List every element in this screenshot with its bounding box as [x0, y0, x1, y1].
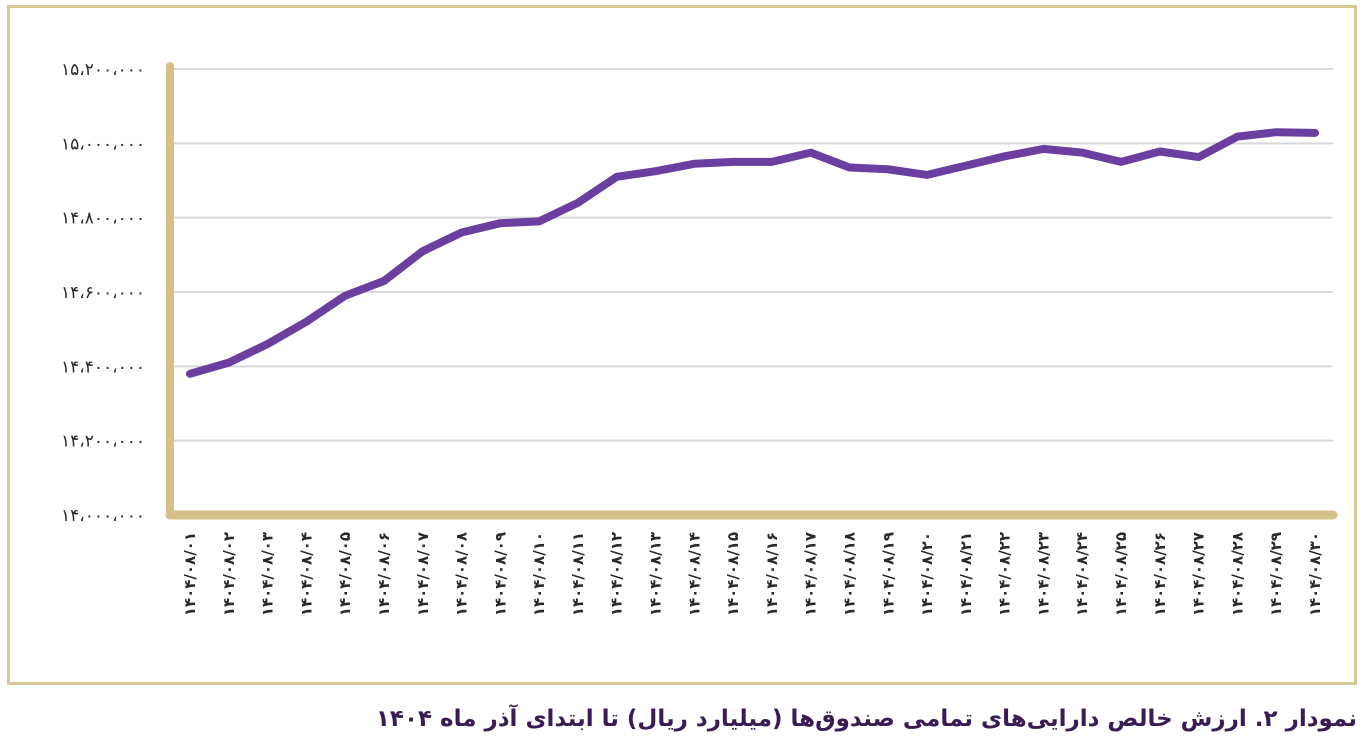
x-tick-label: ۱۴۰۴/۰۸/۱۸ [840, 532, 858, 616]
y-tick-label: ۱۵،۲۰۰،۰۰۰ [61, 60, 145, 80]
data-point [1039, 145, 1047, 153]
y-tick-label: ۱۴،۴۰۰،۰۰۰ [61, 357, 145, 377]
x-tick-label: ۱۴۰۴/۰۸/۰۸ [453, 532, 471, 616]
data-point [923, 171, 931, 179]
x-tick-label: ۱۴۰۴/۰۸/۲۵ [1112, 532, 1130, 616]
data-point [419, 247, 427, 255]
data-point [768, 158, 776, 166]
data-point [1272, 128, 1280, 136]
x-tick-label: ۱۴۰۴/۰۸/۳۰ [1306, 532, 1324, 616]
data-point [225, 359, 233, 367]
axes [165, 62, 1338, 520]
data-point [690, 160, 698, 168]
data-point [458, 229, 466, 237]
data-point [1156, 148, 1164, 156]
x-tick-label: ۱۴۰۴/۰۸/۰۶ [375, 532, 393, 616]
x-tick-label: ۱۴۰۴/۰۸/۰۳ [259, 532, 277, 616]
x-tick-label: ۱۴۰۴/۰۸/۱۲ [608, 532, 626, 616]
chart-frame [7, 5, 1357, 685]
y-tick-label: ۱۴،۶۰۰،۰۰۰ [61, 283, 145, 303]
data-point [845, 163, 853, 171]
y-tick-label: ۱۴،۸۰۰،۰۰۰ [61, 209, 145, 229]
x-axis-ticks: ۱۴۰۴/۰۸/۰۱ ۱۴۰۴/۰۸/۰۲ ۱۴۰۴/۰۸/۰۳ ۱۴۰۴/۰۸/۰۴… [181, 532, 1324, 616]
y-tick-label: ۱۴،۰۰۰،۰۰۰ [61, 506, 145, 526]
data-point [574, 199, 582, 207]
x-tick-label: ۱۴۰۴/۰۸/۰۹ [491, 532, 509, 616]
line-chart: ۱۴،۰۰۰،۰۰۰ ۱۴،۲۰۰،۰۰۰ ۱۴،۴۰۰،۰۰۰ ۱۴،۶۰۰،۰۰۰… [61, 60, 1338, 616]
x-tick-label: ۱۴۰۴/۰۸/۰۱ [181, 532, 199, 616]
y-tick-label: ۱۴،۲۰۰،۰۰۰ [61, 432, 145, 452]
data-point [264, 340, 272, 348]
x-tick-label: ۱۴۰۴/۰۸/۱۷ [802, 532, 820, 616]
x-tick-label: ۱۴۰۴/۰۸/۰۲ [220, 532, 238, 616]
x-tick-label: ۱۴۰۴/۰۸/۱۱ [569, 532, 587, 616]
x-tick-label: ۱۴۰۴/۰۸/۲۰ [918, 532, 936, 616]
x-tick-label: ۱۴۰۴/۰۸/۱۰ [530, 532, 548, 616]
grid-lines [170, 68, 1333, 442]
data-point [613, 173, 621, 181]
x-tick-label: ۱۴۰۴/۰۸/۲۳ [1034, 532, 1052, 616]
x-tick-label: ۱۴۰۴/۰۸/۲۷ [1190, 532, 1208, 616]
x-tick-label: ۱۴۰۴/۰۸/۲۴ [1073, 532, 1091, 616]
x-tick-label: ۱۴۰۴/۰۸/۱۶ [763, 532, 781, 616]
x-tick-label: ۱۴۰۴/۰۸/۰۵ [336, 532, 354, 616]
data-point [652, 167, 660, 175]
data-point [1233, 133, 1241, 141]
data-point [729, 158, 737, 166]
data-point [496, 219, 504, 227]
x-tick-label: ۱۴۰۴/۰۸/۱۹ [879, 532, 897, 616]
data-point [1117, 158, 1125, 166]
data-point [341, 292, 349, 300]
data-point [380, 277, 388, 285]
data-point [962, 162, 970, 170]
data-point [1078, 149, 1086, 157]
x-tick-label: ۱۴۰۴/۰۸/۰۴ [297, 532, 315, 616]
x-tick-label: ۱۴۰۴/۰۸/۰۷ [414, 532, 432, 616]
series-layer [186, 128, 1319, 378]
x-tick-label: ۱۴۰۴/۰۸/۱۳ [647, 532, 665, 616]
y-tick-label: ۱۵،۰۰۰،۰۰۰ [61, 134, 145, 154]
data-point [1001, 152, 1009, 160]
series-line [186, 128, 1319, 378]
data-point [1311, 129, 1319, 137]
x-tick-label: ۱۴۰۴/۰۸/۱۵ [724, 532, 742, 616]
data-point [884, 165, 892, 173]
x-tick-label: ۱۴۰۴/۰۸/۱۴ [685, 532, 703, 616]
chart-caption: نمودار ۲. ارزش خالص دارایی‌های تمامی صند… [375, 706, 1357, 732]
x-tick-label: ۱۴۰۴/۰۸/۲۱ [957, 532, 975, 616]
data-point [807, 149, 815, 157]
x-tick-label: ۱۴۰۴/۰۸/۲۸ [1228, 532, 1246, 616]
y-axis-ticks: ۱۴،۰۰۰،۰۰۰ ۱۴،۲۰۰،۰۰۰ ۱۴،۴۰۰،۰۰۰ ۱۴،۶۰۰،۰۰۰… [61, 60, 145, 526]
data-point [186, 370, 194, 378]
data-point [1195, 153, 1203, 161]
x-tick-label: ۱۴۰۴/۰۸/۲۶ [1151, 532, 1169, 616]
data-point [535, 217, 543, 225]
x-tick-label: ۱۴۰۴/۰۸/۲۹ [1267, 532, 1285, 616]
data-point [302, 318, 310, 326]
x-tick-label: ۱۴۰۴/۰۸/۲۲ [996, 532, 1014, 616]
